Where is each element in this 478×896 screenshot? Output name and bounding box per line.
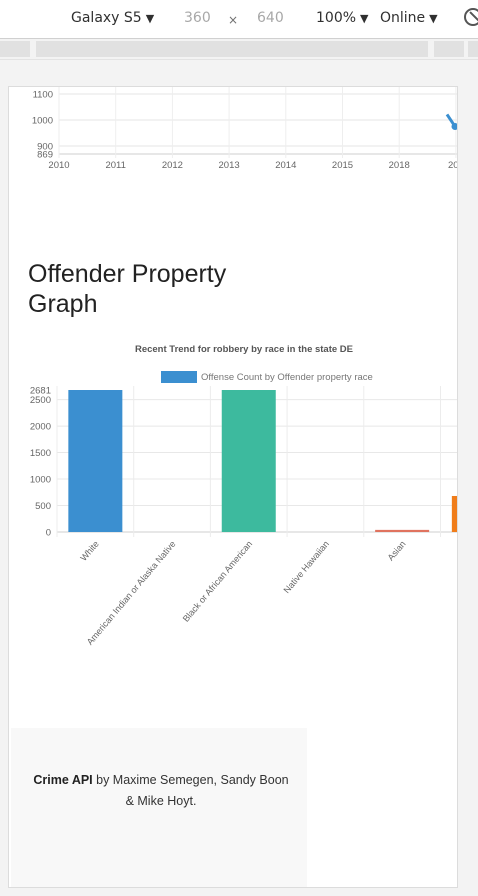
- device-name: Galaxy S5: [71, 10, 142, 26]
- lc-x-tick-label: 2015: [332, 160, 353, 171]
- bc-x-tick-label: Asian: [386, 539, 408, 563]
- lc-x-tick-label: 2010: [48, 160, 69, 171]
- device-toolbar: Galaxy S5 ▼ 360 × 640 100% ▼ Online ▼: [0, 0, 478, 39]
- bc-y-tick-label: 2500: [30, 395, 51, 406]
- lc-x-tick-label: 2011: [105, 160, 125, 171]
- bc-y-tick-label: 1000: [30, 475, 51, 486]
- footer-brand[interactable]: Crime API: [33, 773, 93, 787]
- offender-property-bar-chart: Recent Trend for robbery by race in the …: [30, 344, 458, 647]
- page-title: Offender Property Graph: [28, 259, 288, 319]
- page-title-line1: Offender Property: [28, 260, 227, 288]
- bc-y-tick-label: 2681: [30, 386, 51, 397]
- media-query-segment[interactable]: [36, 41, 428, 57]
- bc-y-tick-label: 1500: [30, 448, 51, 459]
- height-input[interactable]: 640: [257, 10, 284, 26]
- lc-y-tick-label: 1000: [32, 115, 53, 126]
- lc-x-tick-label: 2012: [162, 160, 183, 171]
- lc-x-tick-label: 201: [448, 160, 458, 171]
- bc-x-tick-label: Black or African American: [181, 539, 255, 624]
- zoom-select[interactable]: 100% ▼: [316, 10, 369, 26]
- footer-authors: by Maxime Semegen, Sandy Boon & Mike Hoy…: [92, 773, 289, 808]
- media-query-segment[interactable]: [0, 41, 30, 57]
- bc-x-tick-label: Native Hawaiian: [282, 539, 331, 595]
- lc-y-tick-label: 1100: [33, 90, 53, 101]
- media-query-segment[interactable]: [434, 41, 464, 57]
- footer: Crime API by Maxime Semegen, Sandy Boon …: [11, 728, 307, 887]
- legend-swatch[interactable]: [161, 371, 197, 383]
- device-select[interactable]: Galaxy S5 ▼: [71, 10, 154, 26]
- bc-x-tick-label: American Indian or Alaska Native: [85, 539, 178, 647]
- bc-y-tick-label: 500: [35, 501, 51, 512]
- bar[interactable]: [375, 529, 430, 532]
- media-query-bar: [0, 39, 478, 60]
- bc-y-tick-label: 0: [46, 528, 51, 539]
- bc-x-tick-label: White: [78, 539, 100, 563]
- width-input[interactable]: 360: [184, 10, 211, 26]
- bar[interactable]: [451, 495, 458, 532]
- footer-credit: Crime API by Maxime Semegen, Sandy Boon …: [31, 770, 291, 812]
- lc-x-tick-label: 2013: [219, 160, 240, 171]
- rotate-icon[interactable]: [464, 8, 478, 26]
- bc-y-tick-label: 2000: [30, 422, 51, 433]
- bar[interactable]: [68, 390, 123, 532]
- page-title-line2: Graph: [28, 290, 98, 318]
- legend-label[interactable]: Offense Count by Offender property race: [201, 372, 373, 383]
- lc-x-tick-label: 2014: [275, 160, 296, 171]
- zoom-caret-icon: ▼: [360, 12, 369, 25]
- lc-y-tick-label: 900: [37, 141, 53, 152]
- network-select[interactable]: Online ▼: [380, 10, 438, 26]
- network-caret-icon: ▼: [429, 12, 438, 25]
- lc-data-point[interactable]: [451, 122, 459, 130]
- network-value: Online: [380, 10, 426, 26]
- lc-x-tick-label: 2018: [389, 160, 410, 171]
- dimension-separator: ×: [228, 13, 239, 27]
- bar[interactable]: [221, 390, 276, 532]
- device-caret-icon: ▼: [145, 12, 155, 25]
- device-viewport: 1100 1000 900 869 2010 2011 2012 2013 2014 2015 2…: [8, 86, 458, 888]
- lc-y-tick-label: 869: [37, 150, 53, 161]
- chart-title: Recent Trend for robbery by race in the …: [135, 344, 353, 355]
- zoom-value: 100%: [316, 10, 357, 26]
- media-query-segment[interactable]: [468, 41, 478, 57]
